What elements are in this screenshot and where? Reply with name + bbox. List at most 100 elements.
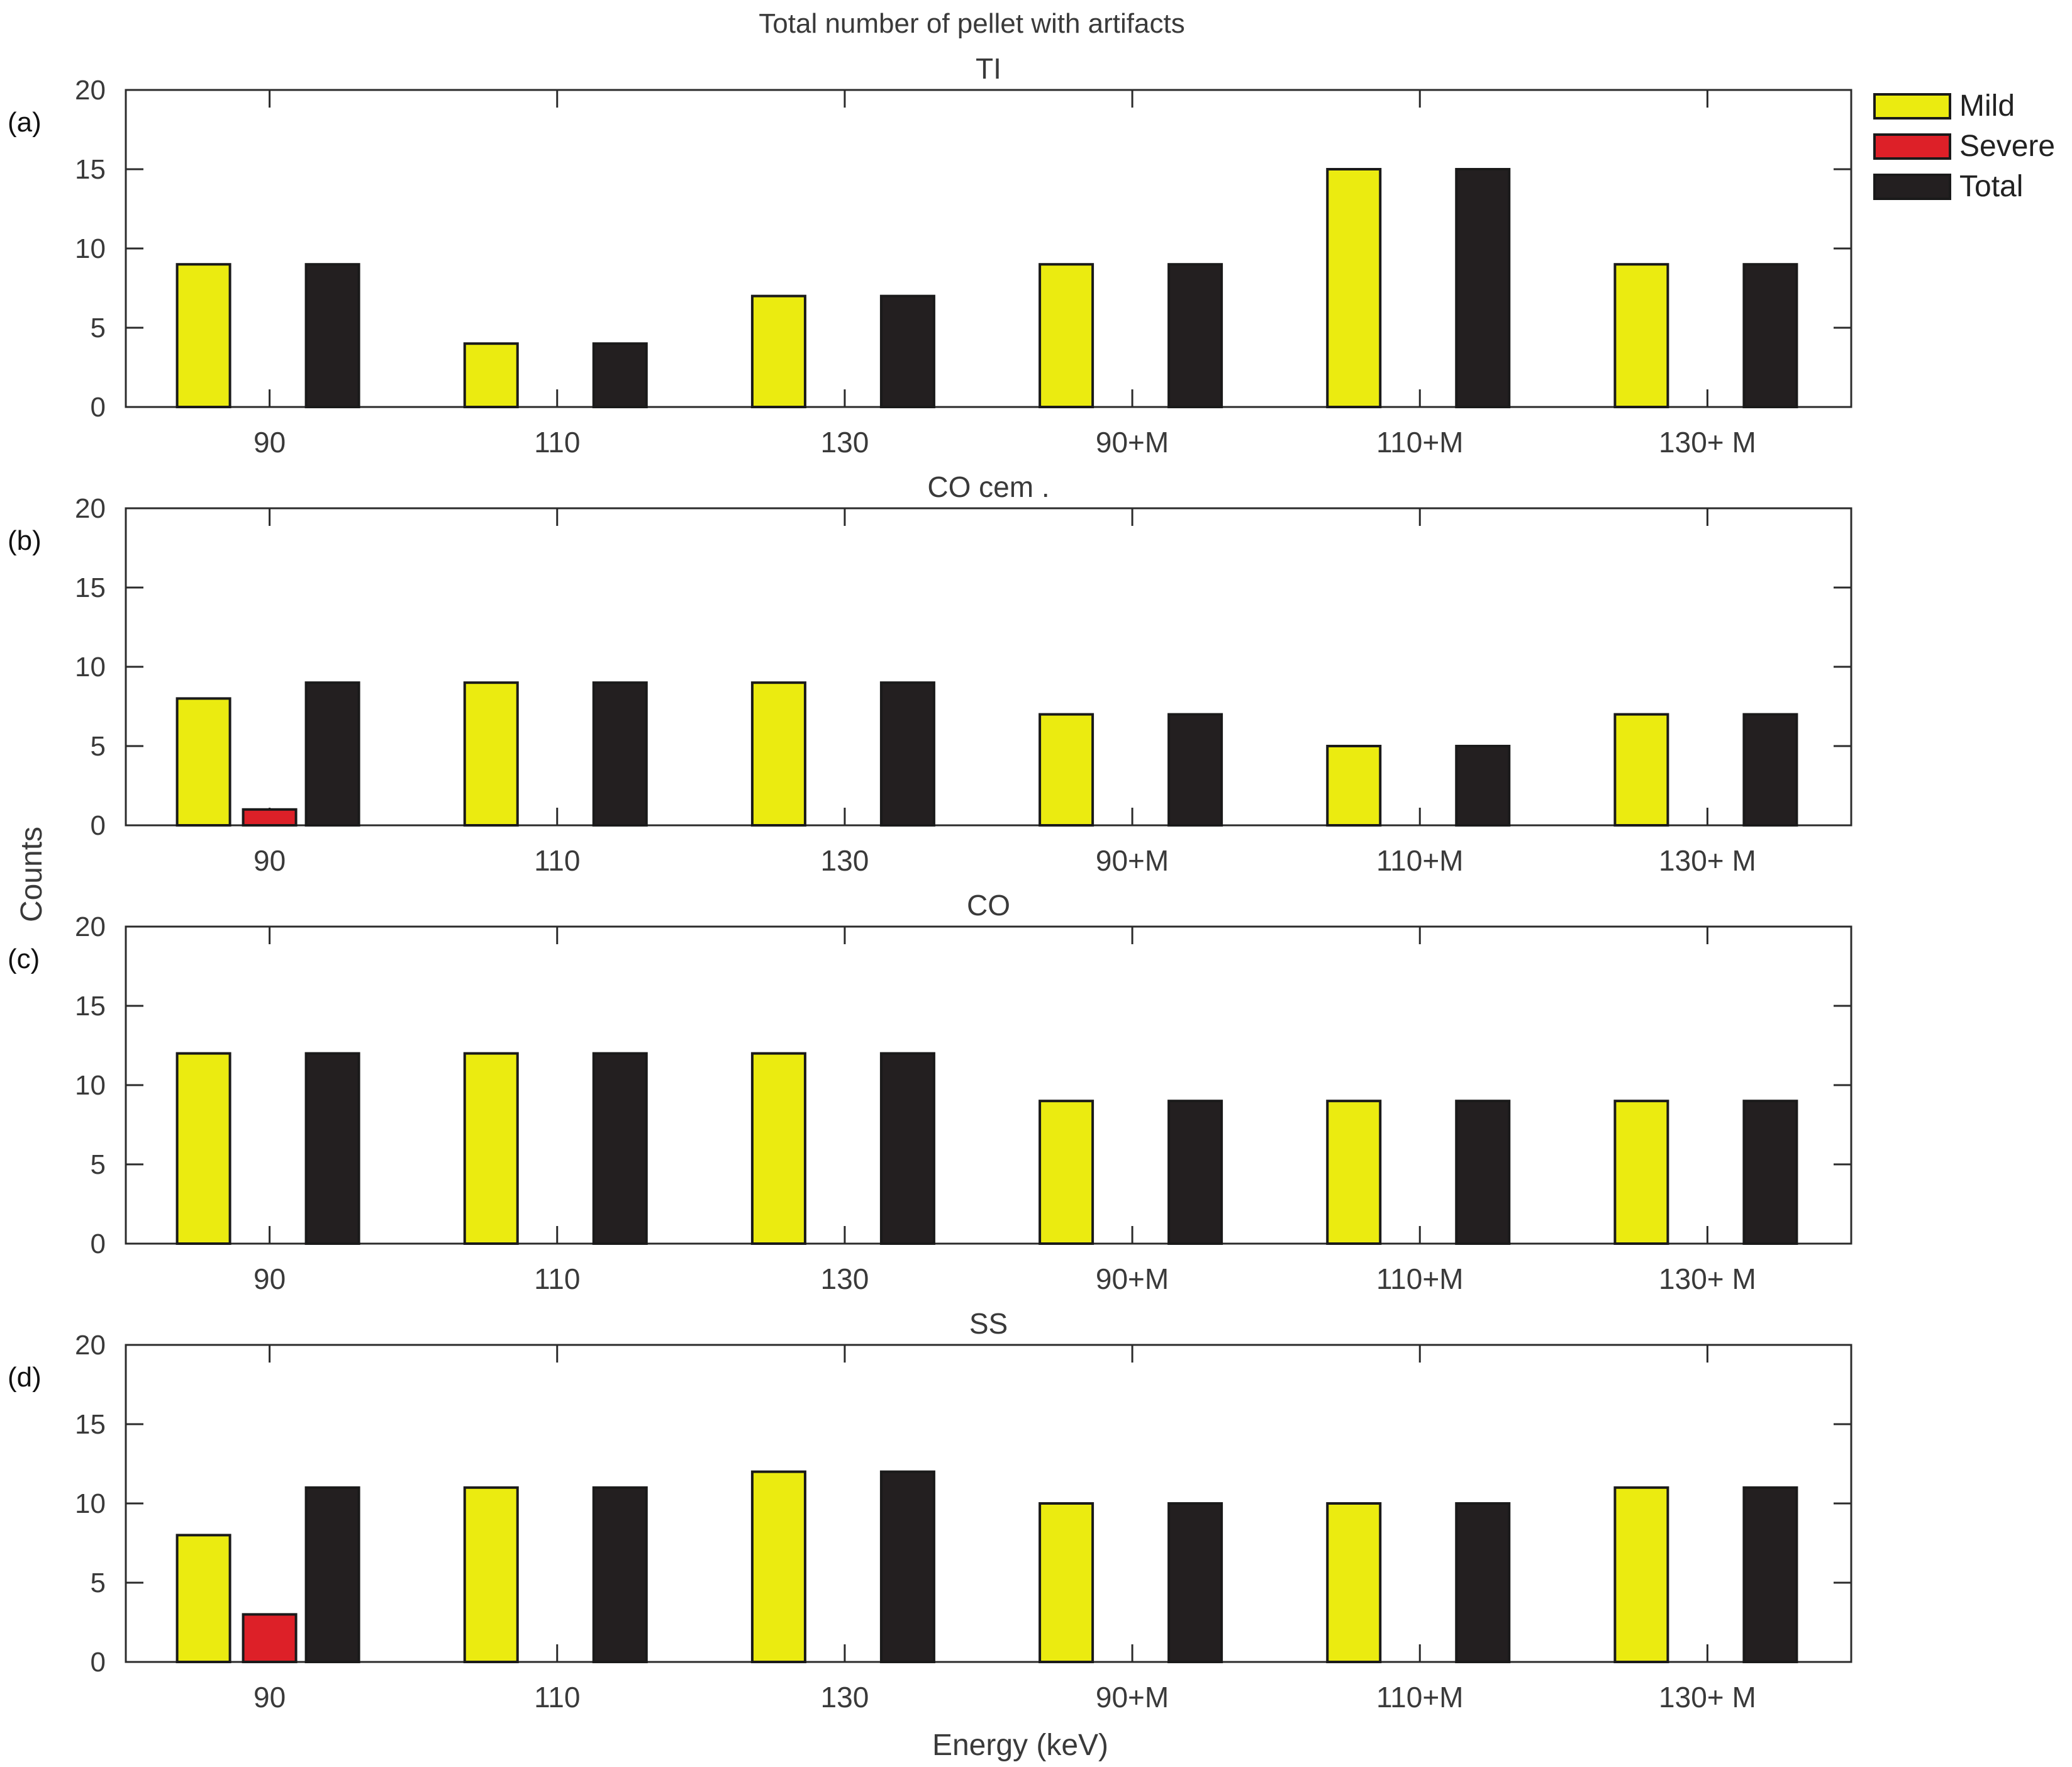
bar-total [592,1052,648,1245]
panel-title: TI [976,52,1001,85]
y-tick-label: 0 [91,1229,106,1259]
bar-mild [1326,1502,1382,1663]
bar-mild [1326,168,1382,408]
bar-mild [1613,263,1669,409]
panel-title: CO [967,889,1010,922]
panel-title: CO cem . [927,471,1049,503]
panel-2: CO cem . (b) 0 5 10 15 20 90 110 130 90+M 110+M 130+… [8,471,1852,877]
x-tick-label: 130+ M [1659,844,1756,877]
x-tick-label: 90 [253,1681,286,1714]
bar-total [304,1486,360,1664]
x-tick-label: 90 [253,844,286,877]
plot-frame [125,925,1852,1245]
bar-mild [750,681,806,827]
y-tick-label: 10 [75,1070,106,1101]
bar-total [1742,1100,1798,1245]
bar-total [1455,168,1511,408]
legend-label-total: Total [1959,170,2023,203]
bar-mild [463,1486,519,1664]
x-tick-label: 130 [821,844,869,877]
plot-frame [125,89,1852,408]
bar-total [879,1052,935,1245]
x-tick-label: 110 [534,844,580,877]
legend: Mild Severe Total [1873,89,2055,203]
bar-mild [750,1052,806,1245]
panel-letter: (d) [8,1362,42,1393]
x-tick-label: 110+M [1376,426,1464,459]
bar-total [1167,1502,1223,1663]
y-tick-label: 5 [91,1568,106,1598]
bar-total [592,681,648,827]
bar-total [1167,1100,1223,1245]
chart-title: Total number of pellet with artifacts [759,8,1184,39]
panel-3: CO (c) 0 5 10 15 20 90 110 130 90+M 110+M 130+ M [8,889,1852,1295]
x-tick-label: 110 [534,1263,580,1295]
bar-mild [463,1052,519,1245]
y-tick-label: 5 [91,1149,106,1180]
panel-4: SS (d) 0 5 10 15 20 90 110 130 90+M 110+M 130+ M [8,1307,1852,1714]
legend-swatch-severe [1873,133,1951,160]
bar-total [1742,713,1798,827]
x-tick-label: 90+M [1096,1263,1169,1295]
x-tick-label: 90 [253,426,286,459]
legend-swatch-mild [1873,93,1951,120]
bar-total [1455,1502,1511,1663]
bar-total [1742,263,1798,409]
bar-mild [1326,745,1382,827]
y-tick-label: 15 [75,991,106,1022]
x-tick-label: 110+M [1376,1681,1464,1714]
bar-severe [242,808,298,827]
bar-mild [750,294,806,408]
x-axis-label: Energy (keV) [932,1729,1108,1762]
bar-total [304,1052,360,1245]
x-tick-label: 130 [821,426,869,459]
x-tick-label: 130 [821,1263,869,1295]
plot-frame [125,507,1852,827]
bar-mild [1326,1100,1382,1245]
bar-total [1167,713,1223,827]
bar-total [879,294,935,408]
panel-title: SS [969,1307,1008,1340]
panel-letter: (a) [8,107,42,138]
panel-1: TI (a) 0 5 10 15 20 90 110 130 90+M 110+M 130+ M [8,52,1852,459]
x-tick-label: 130+ M [1659,1681,1756,1714]
y-tick-label: 15 [75,154,106,185]
x-tick-label: 130+ M [1659,426,1756,459]
x-tick-label: 90+M [1096,426,1169,459]
y-tick-label: 20 [75,75,106,106]
bar-total [879,681,935,827]
bar-severe [242,1613,298,1663]
bar-mild [175,697,231,827]
x-tick-label: 110 [534,1681,580,1714]
legend-swatch-total [1873,174,1951,200]
y-tick-label: 10 [75,652,106,683]
y-tick-label: 15 [75,1409,106,1440]
bar-mild [750,1470,806,1664]
bar-total [592,342,648,409]
legend-label-severe: Severe [1959,130,2055,163]
bar-total [1167,263,1223,409]
y-tick-label: 20 [75,911,106,942]
bar-mild [1613,713,1669,827]
x-tick-label: 130 [821,1681,869,1714]
bar-total [304,263,360,409]
bar-total [1455,1100,1511,1245]
panel-letter: (b) [8,525,42,556]
bar-mild [175,263,231,409]
bar-total [1455,745,1511,827]
x-tick-label: 90+M [1096,1681,1169,1714]
bar-total [879,1470,935,1664]
y-tick-label: 15 [75,572,106,603]
bar-total [304,681,360,827]
y-tick-label: 5 [91,731,106,762]
bar-mild [175,1052,231,1245]
y-tick-label: 0 [91,392,106,423]
y-tick-label: 0 [91,1647,106,1678]
bar-mild [1613,1100,1669,1245]
bar-mild [175,1534,231,1663]
bar-total [592,1486,648,1664]
bar-mild [463,681,519,827]
y-axis-label: Counts [15,827,48,922]
x-tick-label: 110+M [1376,1263,1464,1295]
bar-mild [1039,713,1094,827]
